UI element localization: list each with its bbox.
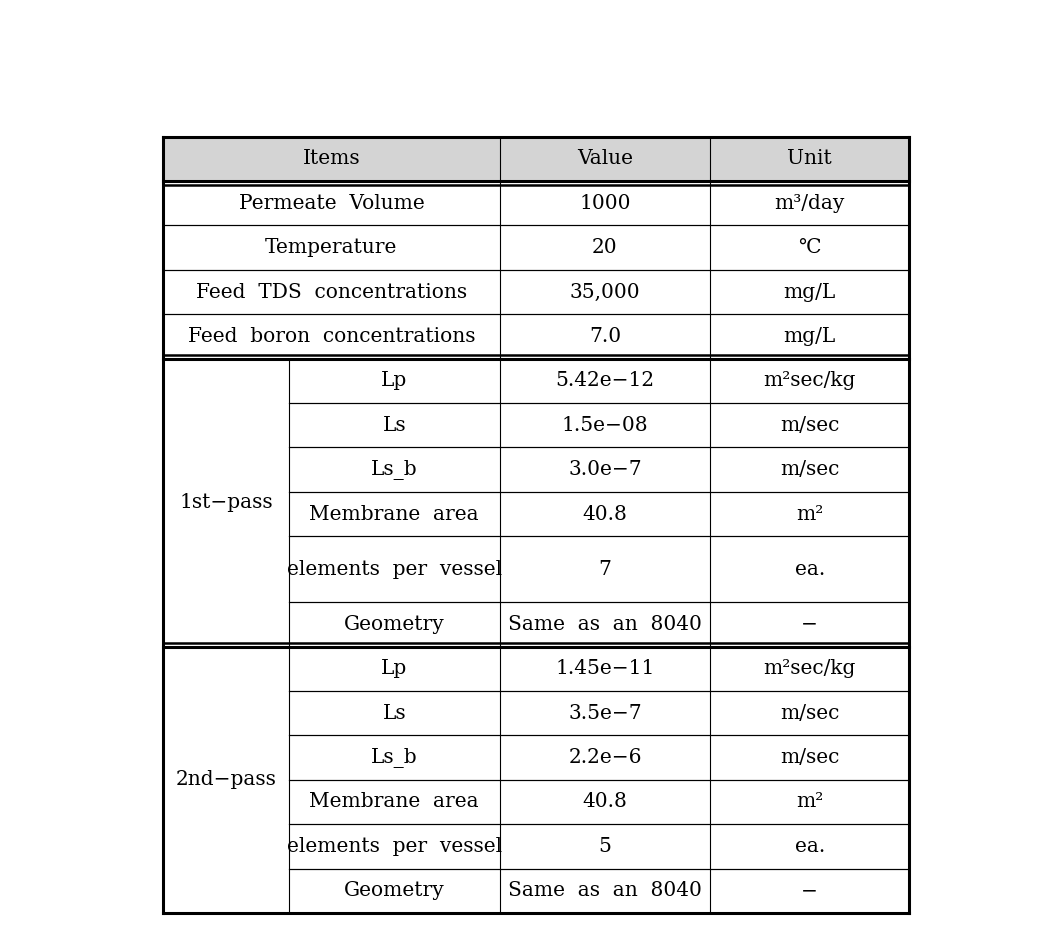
Text: m²: m² xyxy=(796,792,823,811)
Text: m²: m² xyxy=(796,505,823,524)
Bar xyxy=(163,225,909,270)
Text: Unit: Unit xyxy=(788,150,832,168)
Text: −: − xyxy=(801,615,818,634)
Text: 40.8: 40.8 xyxy=(583,792,628,811)
Text: 3.0e−7: 3.0e−7 xyxy=(568,460,642,479)
Text: m/sec: m/sec xyxy=(780,748,839,767)
Bar xyxy=(163,359,909,646)
Text: ea.: ea. xyxy=(795,837,825,856)
Text: m/sec: m/sec xyxy=(780,704,839,723)
Text: 5: 5 xyxy=(598,837,612,856)
Text: Ls_b: Ls_b xyxy=(371,748,417,767)
Text: elements  per  vessel: elements per vessel xyxy=(287,560,502,578)
Text: elements  per  vessel: elements per vessel xyxy=(287,837,502,856)
Text: Lp: Lp xyxy=(381,659,407,678)
Bar xyxy=(163,137,909,181)
Text: 1000: 1000 xyxy=(579,193,631,213)
Text: 3.5e−7: 3.5e−7 xyxy=(568,704,642,723)
Text: Same  as  an  8040: Same as an 8040 xyxy=(508,615,702,634)
Text: Lp: Lp xyxy=(381,371,407,391)
Text: m²sec/kg: m²sec/kg xyxy=(764,659,856,678)
Text: mg/L: mg/L xyxy=(783,327,836,346)
Text: Membrane  area: Membrane area xyxy=(310,792,479,811)
Text: 35,000: 35,000 xyxy=(570,283,640,301)
Text: Ls: Ls xyxy=(383,416,406,434)
Text: 20: 20 xyxy=(592,238,618,258)
Text: ℃: ℃ xyxy=(798,238,821,258)
Text: 5.42e−12: 5.42e−12 xyxy=(555,371,655,391)
Text: Items: Items xyxy=(302,150,360,168)
Text: 1.45e−11: 1.45e−11 xyxy=(555,659,655,678)
Bar xyxy=(163,270,909,314)
Text: 40.8: 40.8 xyxy=(583,505,628,524)
Text: 1.5e−08: 1.5e−08 xyxy=(562,416,649,434)
Text: 2nd−pass: 2nd−pass xyxy=(176,770,276,790)
Text: m²sec/kg: m²sec/kg xyxy=(764,371,856,391)
Text: 7: 7 xyxy=(598,560,612,578)
Text: Ls: Ls xyxy=(383,704,406,723)
Bar xyxy=(163,646,909,913)
Text: −: − xyxy=(801,882,818,900)
Text: 7.0: 7.0 xyxy=(589,327,621,346)
Text: mg/L: mg/L xyxy=(783,283,836,301)
Text: m/sec: m/sec xyxy=(780,460,839,479)
Text: Ls_b: Ls_b xyxy=(371,459,417,480)
Text: m/sec: m/sec xyxy=(780,416,839,434)
Text: Membrane  area: Membrane area xyxy=(310,505,479,524)
Text: Temperature: Temperature xyxy=(266,238,397,258)
Text: Feed  boron  concentrations: Feed boron concentrations xyxy=(187,327,475,346)
Bar xyxy=(163,181,909,225)
Text: Same  as  an  8040: Same as an 8040 xyxy=(508,882,702,900)
Text: 2.2e−6: 2.2e−6 xyxy=(568,748,642,767)
Text: Permeate  Volume: Permeate Volume xyxy=(238,193,425,213)
Text: Value: Value xyxy=(577,150,633,168)
Text: Feed  TDS  concentrations: Feed TDS concentrations xyxy=(196,283,467,301)
Text: 1st−pass: 1st−pass xyxy=(179,493,273,512)
Bar xyxy=(163,314,909,359)
Text: ea.: ea. xyxy=(795,560,825,578)
Text: m³/day: m³/day xyxy=(774,193,845,213)
Text: Geometry: Geometry xyxy=(344,882,445,900)
Text: Geometry: Geometry xyxy=(344,615,445,634)
